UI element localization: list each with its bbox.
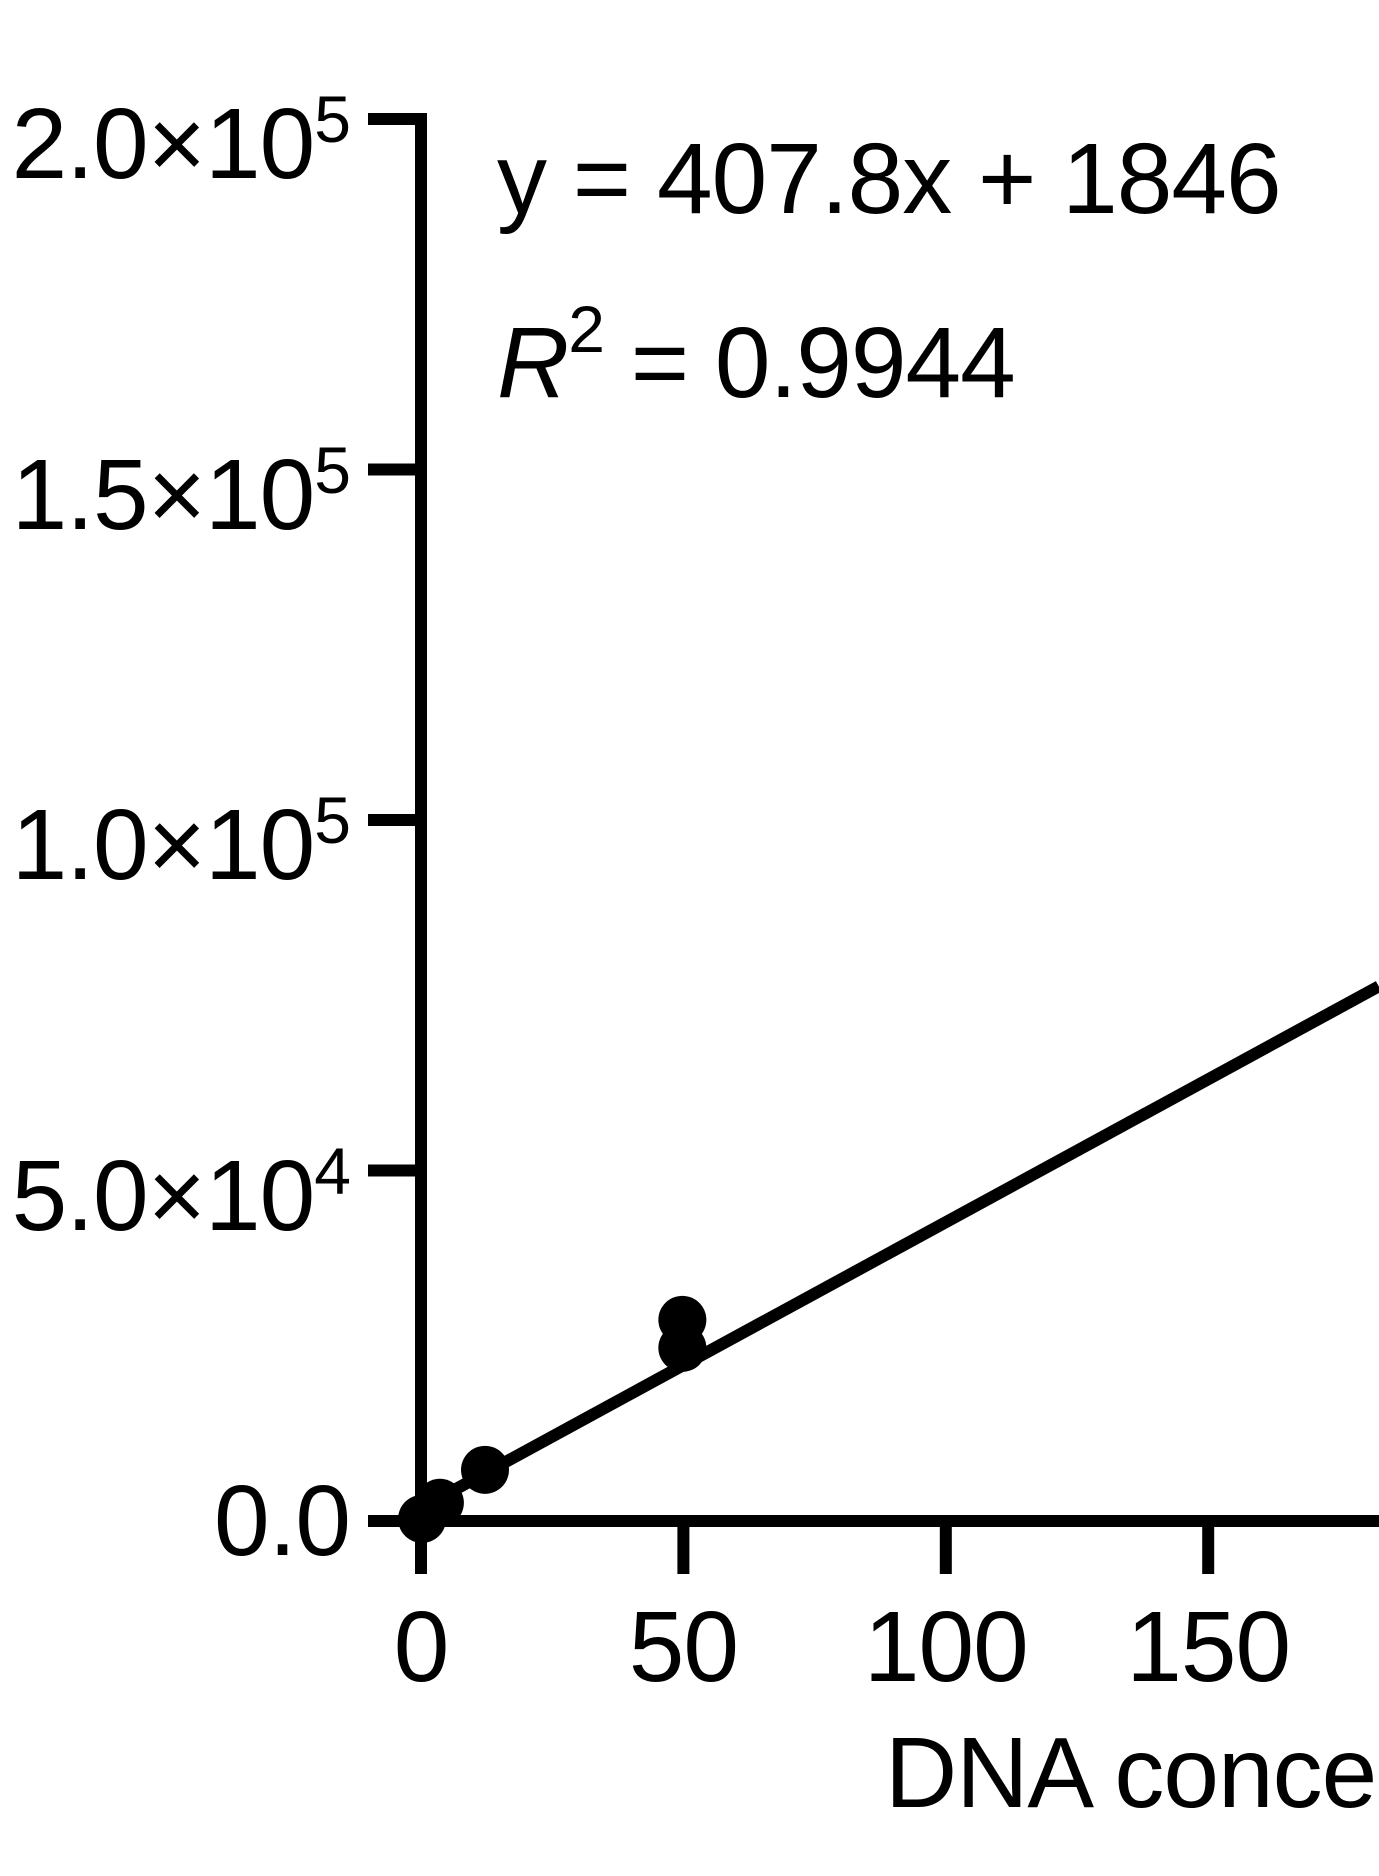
data-point bbox=[415, 1478, 464, 1527]
x-tick-label: 50 bbox=[628, 1591, 739, 1703]
y-tick-label: 1.0×105 bbox=[11, 783, 351, 901]
r-symbol: R bbox=[497, 307, 569, 419]
r-squared-text: R2 = 0.9944 bbox=[497, 274, 1016, 419]
y-tick-label: 5.0×104 bbox=[11, 1133, 351, 1252]
y-axis-tick bbox=[368, 1164, 415, 1177]
data-point bbox=[461, 1445, 510, 1494]
r-value: = 0.9944 bbox=[603, 307, 1016, 419]
y-tick-label: 1.5×105 bbox=[11, 432, 351, 551]
y-axis-tick bbox=[368, 814, 415, 826]
x-axis-tick bbox=[677, 1527, 690, 1574]
x-axis-tick bbox=[1202, 1527, 1215, 1574]
y-tick-label: 0.0 bbox=[213, 1465, 351, 1577]
x-tick-label: 0 bbox=[393, 1591, 450, 1703]
equation-line1: y = 407.8x + 1846 bbox=[497, 123, 1282, 235]
x-axis-tick bbox=[939, 1527, 952, 1574]
y-axis-tick bbox=[368, 113, 415, 125]
r-exponent: 2 bbox=[568, 292, 605, 366]
data-point bbox=[658, 1295, 707, 1344]
y-axis-tick bbox=[368, 463, 415, 476]
x-axis-line bbox=[415, 1515, 1379, 1527]
x-tick-label: 150 bbox=[1126, 1591, 1291, 1703]
y-axis-line bbox=[415, 113, 427, 1527]
regression-fit-line bbox=[418, 981, 1379, 1514]
x-axis-title: DNA conce bbox=[885, 1717, 1377, 1829]
regression-equation-text: y = 407.8x + 1846 bbox=[497, 123, 1282, 235]
x-tick-label: 100 bbox=[863, 1591, 1029, 1703]
y-tick-label: 2.0×105 bbox=[11, 82, 351, 200]
